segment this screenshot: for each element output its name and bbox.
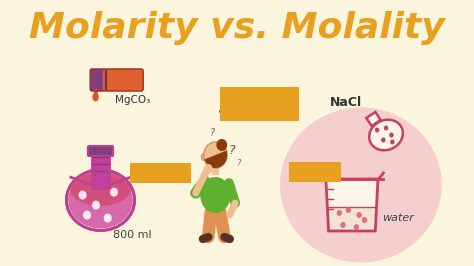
Circle shape: [104, 214, 112, 223]
Text: water: water: [382, 213, 414, 223]
Circle shape: [362, 217, 367, 223]
FancyBboxPatch shape: [130, 163, 191, 183]
Text: What is
concentration: What is concentration: [219, 92, 300, 116]
Circle shape: [83, 211, 91, 220]
Ellipse shape: [280, 107, 442, 263]
FancyBboxPatch shape: [103, 69, 143, 91]
Circle shape: [375, 127, 379, 132]
Wedge shape: [204, 151, 227, 168]
Polygon shape: [326, 179, 378, 231]
Circle shape: [79, 191, 87, 200]
Text: MgCO₃: MgCO₃: [115, 95, 150, 105]
Ellipse shape: [369, 120, 403, 150]
Circle shape: [110, 188, 118, 197]
Circle shape: [337, 210, 342, 216]
Circle shape: [390, 139, 394, 144]
Circle shape: [356, 212, 362, 218]
Ellipse shape: [201, 153, 206, 160]
Text: mol/kg: mol/kg: [295, 167, 335, 177]
FancyBboxPatch shape: [289, 162, 341, 182]
Ellipse shape: [200, 177, 231, 213]
Text: Molarity vs. Molality: Molarity vs. Molality: [29, 11, 445, 45]
Text: ?: ?: [228, 143, 235, 156]
Circle shape: [204, 142, 227, 168]
Text: ?: ?: [210, 128, 215, 138]
Text: mol/liter: mol/liter: [136, 168, 185, 178]
Circle shape: [354, 224, 359, 230]
FancyBboxPatch shape: [91, 150, 109, 188]
FancyBboxPatch shape: [212, 167, 219, 175]
FancyBboxPatch shape: [220, 87, 299, 121]
Ellipse shape: [68, 172, 133, 228]
Polygon shape: [328, 207, 376, 230]
Polygon shape: [366, 112, 381, 126]
Circle shape: [204, 164, 213, 174]
Text: 800 ml: 800 ml: [113, 230, 151, 240]
Text: NaCl: NaCl: [329, 95, 362, 109]
FancyBboxPatch shape: [88, 146, 113, 156]
Circle shape: [389, 132, 394, 138]
Circle shape: [340, 222, 346, 228]
Ellipse shape: [70, 172, 131, 206]
Circle shape: [92, 201, 100, 210]
Circle shape: [381, 138, 386, 143]
Circle shape: [384, 126, 388, 131]
Text: ?: ?: [237, 159, 241, 168]
Circle shape: [216, 139, 227, 151]
FancyBboxPatch shape: [90, 69, 110, 91]
Circle shape: [346, 207, 351, 213]
Ellipse shape: [92, 93, 99, 102]
